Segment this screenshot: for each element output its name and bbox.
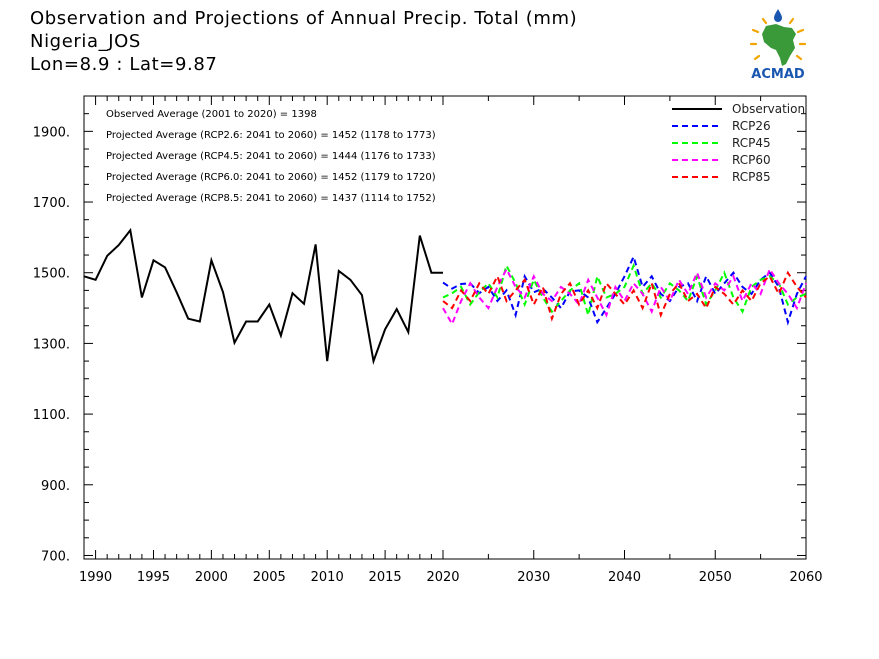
x-tick-label: 1990 [79,570,112,585]
x-tick-label: 1995 [137,570,170,585]
logo-text: ACMAD [751,67,805,82]
series-line-rcp26 [442,253,807,326]
x-tick-label: 2015 [369,570,402,585]
plot-frame [83,95,807,560]
x-tick-label: 2020 [426,570,459,585]
series-line-rcp60 [442,266,807,327]
legend-label: RCP26 [732,119,771,133]
annotation-text: Observed Average (2001 to 2020) = 1398 [106,109,317,120]
x-tick-label: 2060 [789,570,822,585]
y-tick-label: 1500. [33,267,70,282]
y-tick-label: 1900. [33,125,70,140]
x-tick-labels: 1990 1995 2000 2005 2010 2015 2020 2030 2040 2050… [79,570,823,585]
y-tick-labels: 700. 900. 1100. 1300. 1500. 1700. 1900. [33,125,70,564]
legend-label: RCP85 [732,170,771,184]
y-tick-label: 1700. [33,196,70,211]
annotation-text: Projected Average (RCP2.6: 2041 to 2060)… [106,130,436,141]
chart-title: Observation and Projections of Annual Pr… [30,8,578,29]
location-label: Nigeria_JOS [30,31,141,52]
annotation-block: Observed Average (2001 to 2020) = 1398 Pr… [106,109,436,204]
annotation-text: Projected Average (RCP6.0: 2041 to 2060)… [106,172,436,183]
series-line-observation [83,227,443,365]
legend: Observation RCP26 RCP45 RCP60 RCP85 [672,102,805,184]
y-tick-label: 700. [41,549,70,564]
series-line-rcp85 [442,270,807,322]
series-lines [83,227,807,365]
legend-label: RCP60 [732,153,771,167]
legend-label: Observation [732,102,805,116]
y-tick-label: 1100. [33,408,70,423]
x-tick-label: 2050 [699,570,732,585]
x-tick-label: 2000 [195,570,228,585]
x-tick-label: 2010 [311,570,344,585]
x-tick-label: 2030 [517,570,550,585]
axis-ticks [84,96,807,559]
x-tick-label: 2040 [608,570,641,585]
annotation-text: Projected Average (RCP4.5: 2041 to 2060)… [106,151,436,162]
legend-label: RCP45 [732,136,771,150]
africa-shape-icon [762,24,796,66]
x-tick-label: 2005 [253,570,286,585]
y-tick-label: 1300. [33,337,70,352]
annotation-text: Projected Average (RCP8.5: 2041 to 2060)… [106,193,436,204]
coordinates-label: Lon=8.9 : Lat=9.87 [30,54,218,75]
water-drop-icon [774,9,782,22]
series-line-rcp45 [442,262,807,320]
y-tick-label: 900. [41,479,70,494]
africa-map-logo-icon: ACMAD [749,9,807,82]
